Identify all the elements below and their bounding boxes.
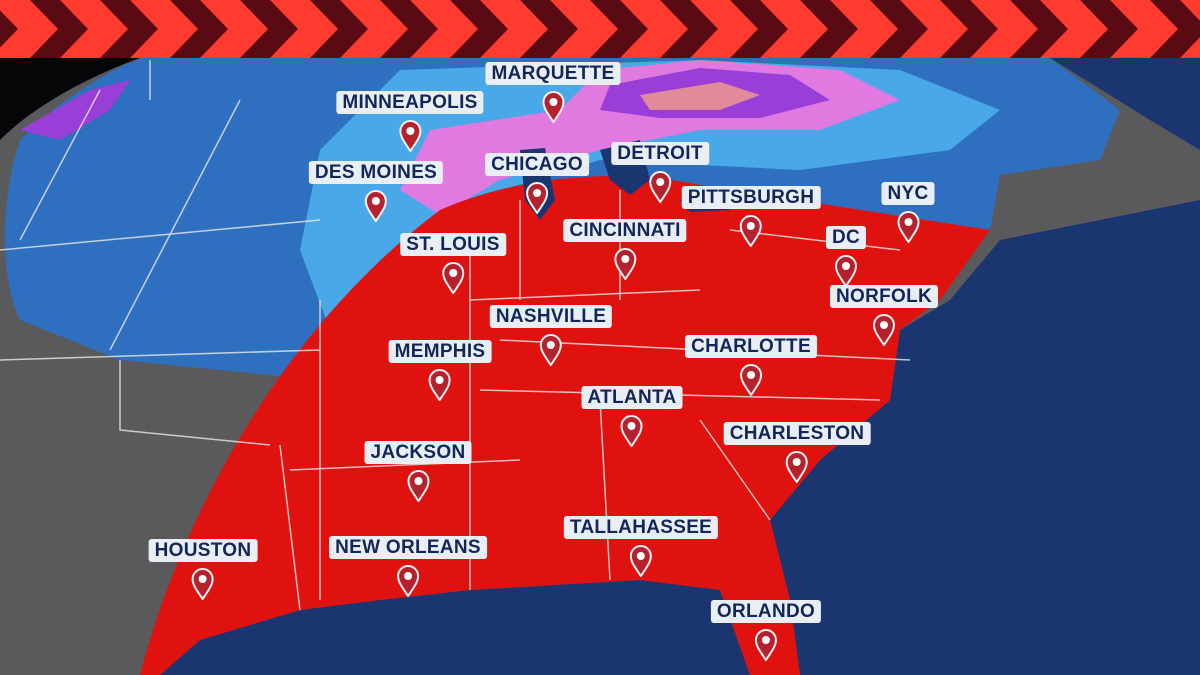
map-pin-icon (620, 415, 643, 447)
city-label: HOUSTON (148, 539, 258, 562)
map-pin-icon (525, 182, 548, 214)
city-marker: HOUSTON (148, 539, 258, 600)
map-pin-icon (872, 314, 895, 346)
chevron-shape (520, 0, 578, 58)
city-label: CHICAGO (485, 153, 589, 176)
map-pin-icon (896, 211, 919, 243)
city-marker: TALLAHASSEE (563, 516, 719, 577)
city-label: MARQUETTE (485, 62, 621, 85)
city-label: TALLAHASSEE (563, 516, 719, 539)
map-pin-icon (648, 171, 672, 203)
city-label: NYC (881, 182, 935, 205)
city-marker: DETROIT (611, 142, 709, 203)
map-pin-icon (441, 262, 465, 294)
city-marker: DC (825, 226, 867, 287)
map-pin-icon (364, 190, 388, 222)
map-pin-icon (834, 255, 857, 287)
city-label: NASHVILLE (489, 305, 613, 328)
chevron-shape (240, 0, 298, 58)
city-marker: MINNEAPOLIS (336, 91, 484, 152)
chevron-shape (590, 0, 648, 58)
city-marker: CHARLESTON (723, 422, 871, 483)
city-label: NEW ORLEANS (329, 536, 487, 559)
city-marker: NEW ORLEANS (329, 536, 487, 597)
chevron-shape (450, 0, 508, 58)
city-label: DETROIT (611, 142, 709, 165)
map-pin-icon (785, 451, 808, 483)
city-marker: JACKSON (364, 441, 472, 502)
map-pin-icon (406, 470, 429, 502)
city-label: CHARLOTTE (685, 335, 817, 358)
city-marker: MARQUETTE (485, 62, 621, 123)
chevron-banner (0, 0, 1200, 58)
city-label: NORFOLK (829, 285, 939, 308)
map-pin-icon (739, 215, 763, 247)
city-label: ATLANTA (581, 386, 683, 409)
map-pin-icon (428, 369, 452, 401)
ice-zone-west (20, 80, 130, 140)
map-pin-icon (739, 364, 762, 396)
map-pin-icon (398, 120, 421, 152)
map-pin-icon (191, 568, 214, 600)
chevron-shape (730, 0, 788, 58)
chevron-shape (170, 0, 228, 58)
city-marker: ST. LOUIS (400, 233, 506, 294)
city-label: MINNEAPOLIS (336, 91, 484, 114)
chevron-shape (1010, 0, 1068, 58)
ice-zone-center (640, 82, 760, 110)
city-marker: ORLANDO (710, 600, 822, 661)
city-label: PITTSBURGH (681, 186, 821, 209)
city-marker: DES MOINES (308, 161, 444, 222)
city-label: JACKSON (364, 441, 472, 464)
city-label: DC (825, 226, 867, 249)
chevron-shape (1080, 0, 1138, 58)
city-label: MEMPHIS (388, 340, 492, 363)
map-pin-icon (754, 629, 778, 661)
chevron-shape (380, 0, 438, 58)
map-pin-icon (541, 91, 565, 123)
chevron-shape (1150, 0, 1200, 58)
chevron-shape (100, 0, 158, 58)
map-pin-icon (629, 545, 652, 577)
map-pin-icon (539, 334, 563, 366)
city-label: DES MOINES (308, 161, 444, 184)
city-marker: PITTSBURGH (681, 186, 821, 247)
chevron-shape (30, 0, 88, 58)
city-label: ORLANDO (710, 600, 822, 623)
city-marker: NYC (881, 182, 935, 243)
map-pin-icon (613, 248, 636, 280)
city-marker: CHARLOTTE (685, 335, 817, 396)
map-pin-icon (396, 565, 420, 597)
chevron-shape (800, 0, 858, 58)
city-marker: NORFOLK (829, 285, 939, 346)
space-background (0, 58, 140, 140)
city-marker: ATLANTA (581, 386, 683, 447)
chevron-shape (0, 10, 18, 48)
chevron-shape (660, 0, 718, 58)
city-label: CHARLESTON (723, 422, 871, 445)
chevron-shape (310, 0, 368, 58)
city-marker: NASHVILLE (489, 305, 613, 366)
city-label: CINCINNATI (563, 219, 687, 242)
chevron-shape (870, 0, 928, 58)
city-marker: MEMPHIS (388, 340, 492, 401)
city-marker: CINCINNATI (563, 219, 687, 280)
chevron-shape (940, 0, 998, 58)
city-label: ST. LOUIS (400, 233, 506, 256)
city-marker: CHICAGO (485, 153, 589, 214)
